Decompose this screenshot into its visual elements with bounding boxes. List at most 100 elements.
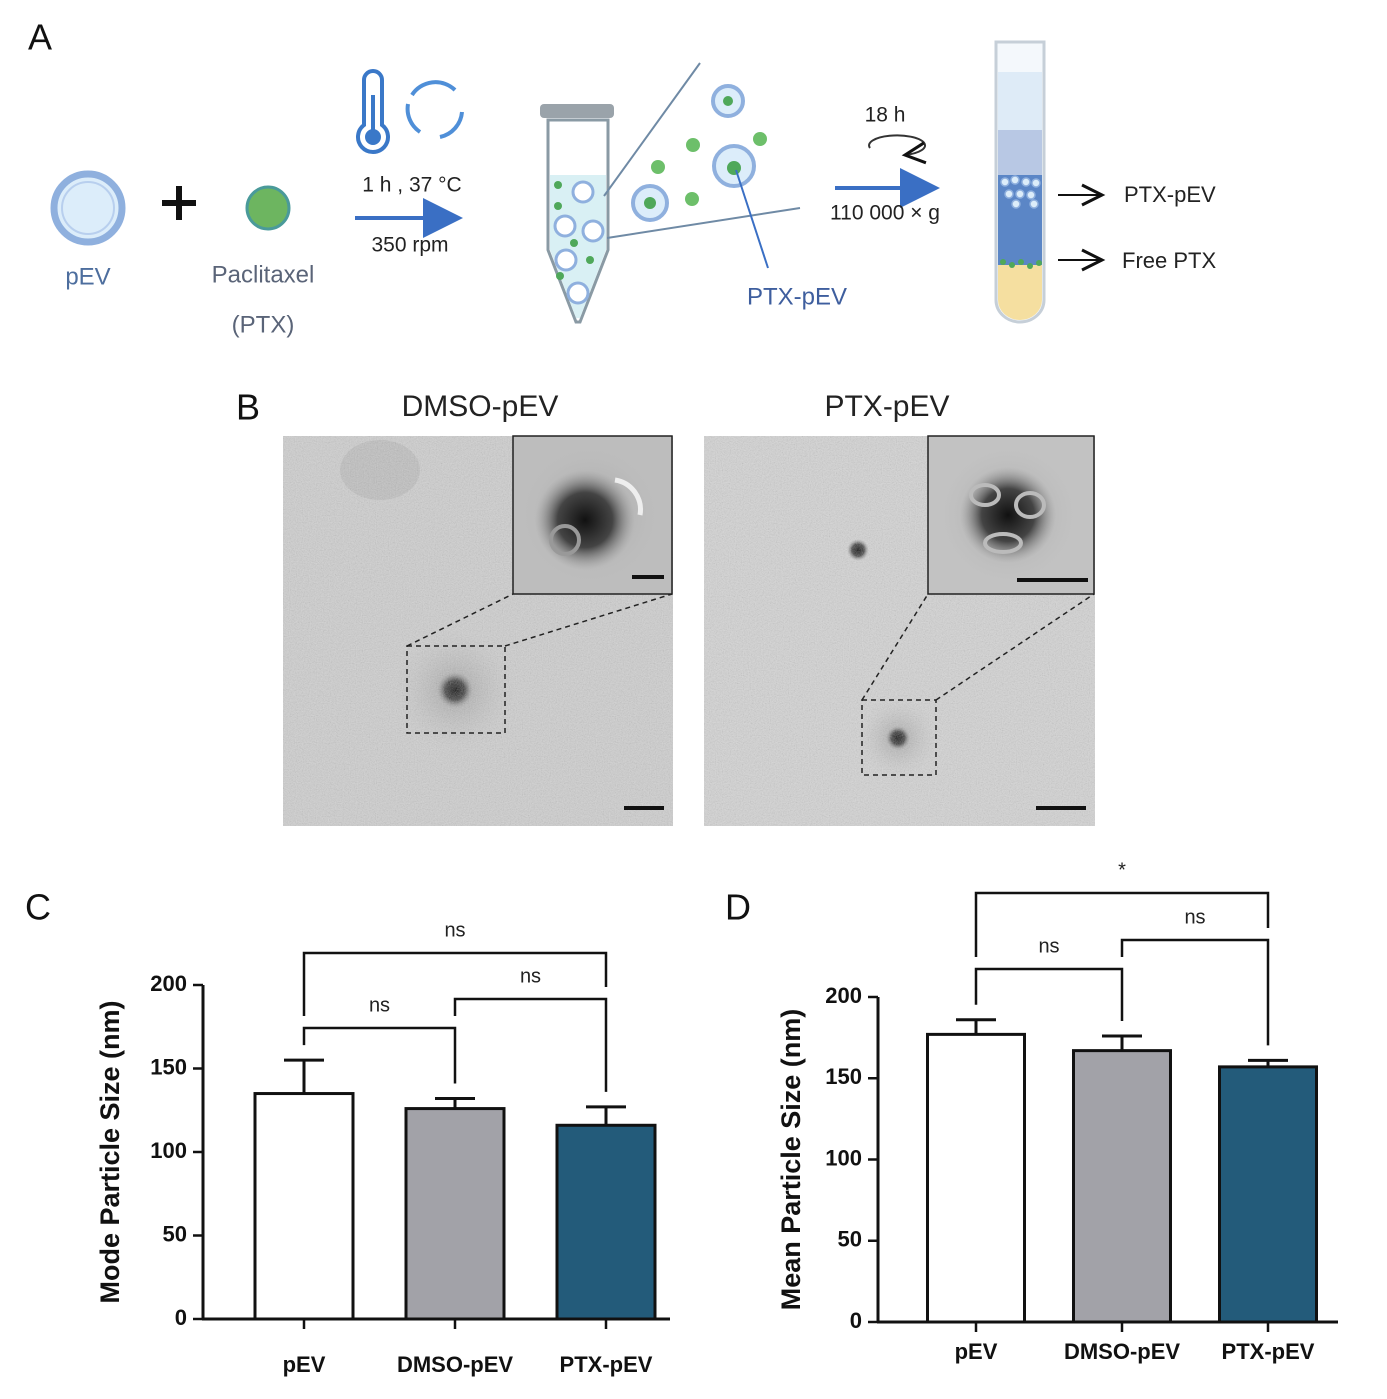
tube-icon [554,181,562,189]
significance-label: ns [1038,935,1059,957]
panel-label: B [236,387,260,428]
rotation-icon [405,103,422,134]
centrifuge-tube [1000,259,1042,269]
y-tick-label: 50 [163,1221,187,1246]
significance-label: ns [1184,906,1205,928]
centrifuge-tube [1000,175,1041,209]
rotation-icon [405,80,464,139]
label: PTX-pEV [747,283,847,310]
y-tick-label: 0 [850,1308,862,1333]
label: Free PTX [1122,248,1216,273]
panel-label: D [725,887,751,928]
significance-bracket [302,951,608,1016]
pointer [735,169,769,269]
centrifuge-tube [1015,189,1025,199]
x-tick-label: DMSO-pEV [1064,1339,1180,1364]
bar-chart: D Mean Particle Size (nm) 0 50 100 150 200 pEV D… [725,859,1338,1364]
significance-label: ns [444,919,465,941]
panel-a: A pEV Paclitaxel (PTX) 1 h , 37 °C 350 r… [28,17,1216,339]
y-tick-label: 100 [150,1138,187,1163]
micrograph [983,532,1023,554]
label: 350 rpm [371,234,448,257]
tube-icon [554,202,562,210]
y-tick-label: 200 [150,971,187,996]
centrifuge-tube [1036,260,1042,266]
rotation-icon [410,80,457,97]
error-bar [435,1097,475,1109]
label: pEV [65,263,110,290]
micrograph [406,645,506,734]
centrifuge-tube [1009,262,1015,268]
zoom-lines [606,207,801,239]
x-tick-label: PTX-pEV [1222,1339,1315,1364]
bar [1218,1065,1318,1324]
thermometer-icon [356,69,390,154]
x-tick-label: pEV [283,1352,326,1377]
centrifuge-tube [1031,178,1041,188]
thermometer-icon [356,69,390,154]
bar [555,1123,657,1321]
tube-icon [581,219,605,243]
tube-icon [571,180,595,204]
centrifuge-tube [998,72,1042,130]
centrifuge-tube [1011,199,1021,209]
bar [253,1092,355,1321]
centrifuge-tube [1027,263,1033,269]
centrifuge-tube [1000,177,1010,187]
micrograph [283,435,673,826]
significance-bracket [974,891,1270,957]
bar [404,1107,506,1321]
drug-icon [245,185,291,231]
vesicle-icon [61,181,115,235]
vesicles [686,138,700,152]
x-tick-label: PTX-pEV [560,1352,653,1377]
centrifuge-tube [1018,259,1024,265]
centrifuge-tube [1010,175,1020,185]
image-title: DMSO-pEV [402,390,559,423]
vesicles [631,84,767,222]
error-bar [586,1105,626,1126]
label: Paclitaxel [212,261,315,288]
micrograph [549,524,581,556]
micrograph [935,593,1095,701]
error-bar [1102,1034,1142,1051]
x-tick-label: pEV [955,1339,998,1364]
centrifuge-tube [1000,259,1006,265]
centrifuge-tube [1021,177,1031,187]
error-bar [284,1058,324,1094]
micrograph [504,593,673,647]
error-bar [1248,1058,1288,1067]
tube-icon [570,239,578,247]
micrograph [969,483,1001,507]
tube-icon [566,281,590,305]
micrograph [704,435,1095,826]
bar [1072,1049,1172,1324]
zoom-lines [603,62,801,239]
centrifuge-tube [994,40,1046,324]
y-tick-label: 200 [825,983,862,1008]
tube-icon [556,272,564,280]
tube-icon [540,104,614,118]
y-tick-label: 50 [838,1227,862,1252]
y-axis-title: Mean Particle Size (nm) [776,1009,806,1311]
tube-icon [540,104,614,324]
x-tick-label: DMSO-pEV [397,1352,513,1377]
vesicles [723,96,733,106]
error-bar [956,1018,996,1035]
y-tick-label: 150 [825,1064,862,1089]
micrograph [406,593,514,647]
significance-bracket [453,997,608,1092]
image-title: PTX-pEV [824,390,949,423]
significance-label: ns [520,965,541,987]
vesicles [644,197,656,209]
vesicles [651,160,665,174]
panel-label: C [25,887,51,928]
tube-icon [553,214,577,238]
spin-arrow [868,134,927,165]
micrograph [960,467,1056,563]
bar [926,1032,1026,1324]
centrifuge-tube [1004,189,1014,199]
vesicle-icon [50,170,126,246]
centrifuge-tube [998,265,1042,320]
significance-bracket [1120,938,1270,1046]
